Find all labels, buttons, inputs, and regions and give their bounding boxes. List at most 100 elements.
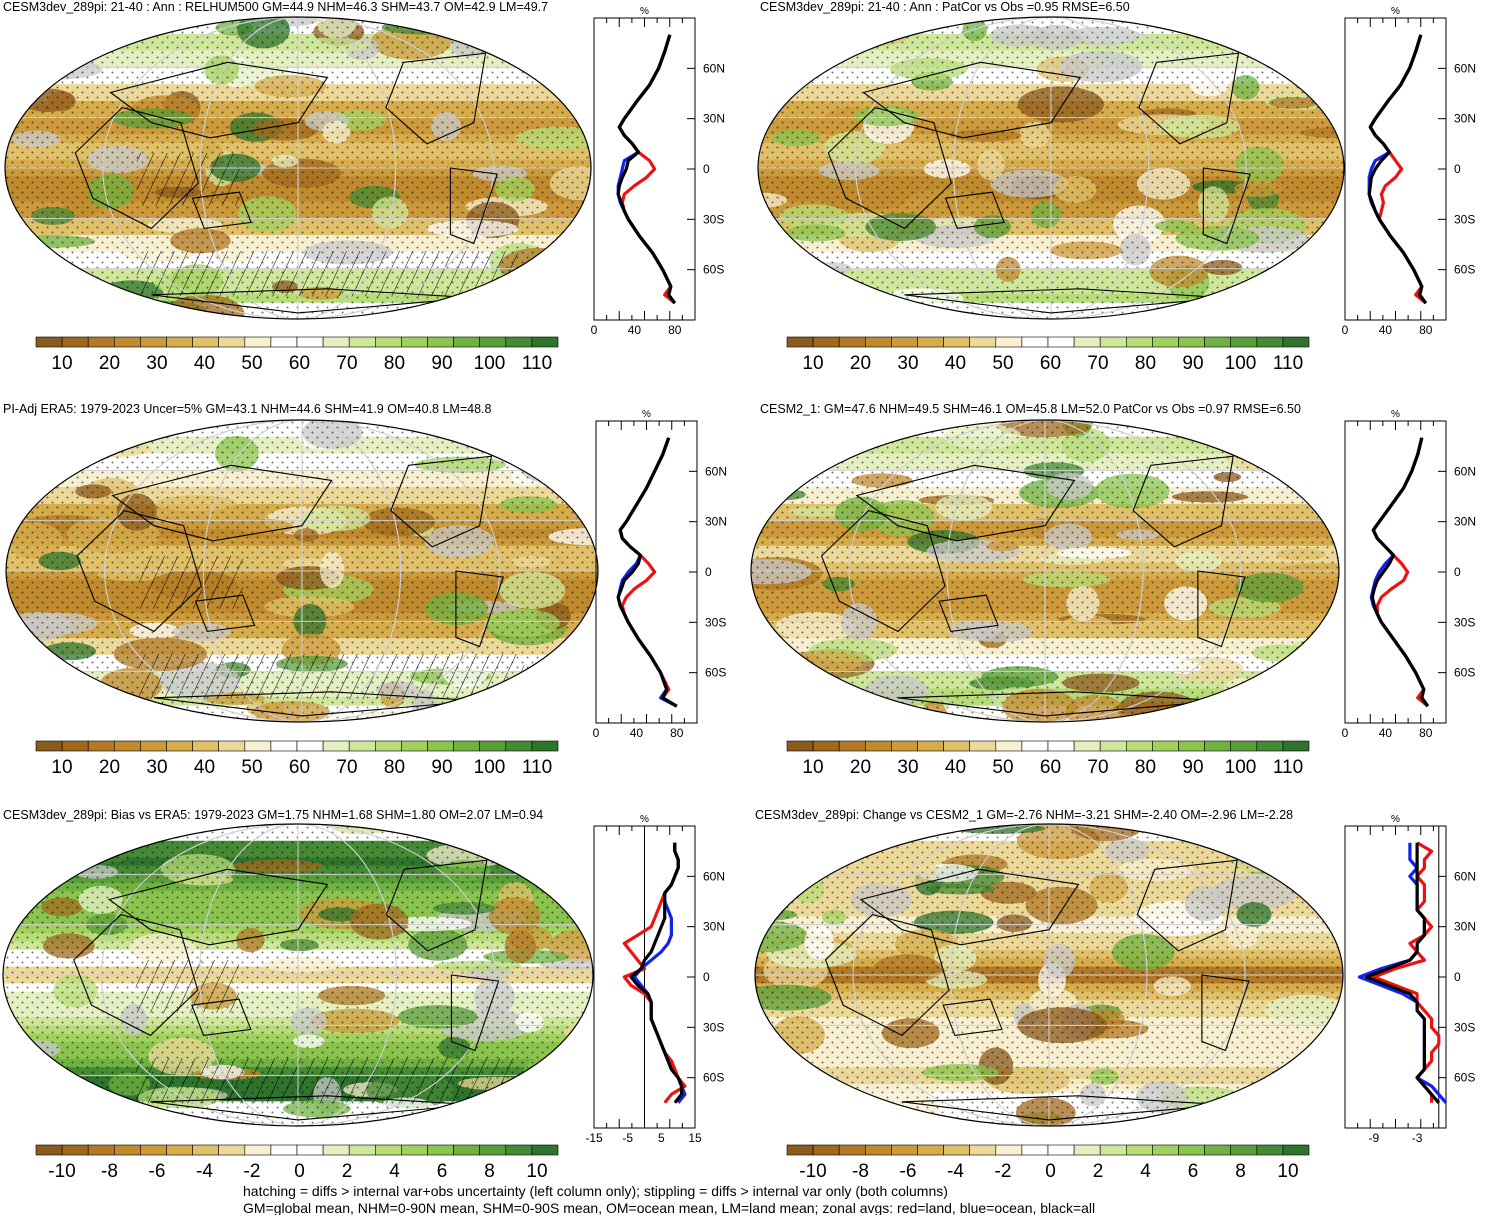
lat-tick-label: 30S [703, 212, 724, 226]
colorbar-tick-label: 110 [522, 353, 552, 374]
zonal-xtick-label: 15 [688, 1131, 702, 1145]
hatching [139, 654, 524, 699]
colorbar-tick-label: -2 [244, 1161, 261, 1182]
zonal-unit: % [640, 6, 649, 17]
map-2 [6, 415, 636, 733]
map-blob [573, 1085, 606, 1115]
lat-tick-label: 30S [1454, 615, 1475, 629]
zonal-unit: % [1391, 6, 1400, 17]
lat-tick-label: 60S [703, 1071, 724, 1085]
lat-tick-label: 60S [1454, 263, 1475, 277]
colorbar-swatch [1152, 741, 1178, 751]
zonal-line-ocean [1371, 438, 1428, 706]
colorbar-tick-label: 70 [1087, 353, 1108, 374]
colorbar-swatch [36, 337, 62, 347]
zonal-xtick-label: 40 [628, 323, 642, 337]
colorbar-swatch [297, 741, 323, 751]
colorbar-swatch [1022, 1145, 1048, 1155]
colorbar-tick-label: 10 [526, 1161, 547, 1182]
lat-tick-label: 30S [703, 1020, 724, 1034]
colorbar-tick-label: 2 [342, 1161, 353, 1182]
colorbar-swatch [1126, 741, 1152, 751]
map-blob [792, 292, 866, 315]
colorbar-swatch [245, 741, 271, 751]
colorbar-swatch [506, 1145, 532, 1155]
colorbar-swatch [787, 337, 813, 347]
colorbar-tick-label: -6 [900, 1161, 917, 1182]
colorbar-swatch [480, 741, 506, 751]
hatching [139, 556, 243, 609]
colorbar-swatch [996, 741, 1022, 751]
colorbar-swatch [1179, 741, 1205, 751]
colorbar-swatch [918, 741, 944, 751]
colorbar-swatch [88, 337, 114, 347]
colorbar-swatch [1283, 741, 1309, 751]
map-blob [36, 673, 98, 697]
zonal-unit: % [1391, 814, 1400, 825]
colorbar-tick-label: 10 [1277, 1161, 1298, 1182]
colorbar-swatch [1257, 741, 1283, 751]
zonal-xtick-label: 0 [1342, 726, 1349, 740]
colorbar-tick-label: 90 [431, 353, 452, 374]
colorbar-tick-label: 60 [1040, 757, 1061, 778]
colorbar-swatch [401, 741, 427, 751]
colorbar-tick-label: 50 [241, 353, 262, 374]
colorbar-swatch [1022, 741, 1048, 751]
map-blob [486, 420, 569, 441]
colorbar-tick-label: 60 [289, 757, 310, 778]
colorbar-swatch [219, 1145, 245, 1155]
map-blob [0, 290, 59, 312]
colorbar-swatch [1100, 741, 1126, 751]
lat-tick-label: 60N [1454, 61, 1476, 75]
lat-tick-label: 60N [1454, 464, 1476, 478]
colorbar-tick-label: 110 [1273, 757, 1303, 778]
colorbar-swatch [36, 1145, 62, 1155]
colorbar-swatch [454, 1145, 480, 1155]
zonal-line-ocean [634, 843, 685, 1103]
colorbar-swatch [193, 741, 219, 751]
colorbar-swatch [787, 741, 813, 751]
colorbar-tick-label: -4 [947, 1161, 964, 1182]
map-blob [85, 690, 130, 725]
map-blob [579, 437, 606, 454]
panel-bias-vs-era5: CESM3dev_289pi: Bias vs ERA5: 1979-2023 … [3, 808, 725, 1182]
colorbar-swatch [428, 337, 454, 347]
map-blob [501, 834, 589, 849]
colorbar-tick-label: -8 [101, 1161, 118, 1182]
map-blob [541, 865, 582, 879]
colorbar-swatch [1126, 337, 1152, 347]
lat-tick-label: 0 [705, 565, 712, 579]
lat-tick-label: 30N [1454, 112, 1476, 126]
map-blob [6, 710, 46, 734]
lat-tick-label: 60N [703, 61, 725, 75]
colorbar-swatch [1074, 1145, 1100, 1155]
colorbar-tick-label: 110 [1273, 353, 1303, 374]
colorbar-swatch [323, 1145, 349, 1155]
footer-line-1: hatching = diffs > internal var+obs unce… [243, 1183, 948, 1199]
colorbar-swatch [891, 337, 917, 347]
zonal-frame [594, 18, 695, 320]
colorbar-swatch [787, 1145, 813, 1155]
zonal-line-ocean [1359, 843, 1446, 1103]
map-blob [48, 298, 97, 310]
zonal-line-land [624, 843, 685, 1103]
zonal-xtick-label: 80 [668, 323, 682, 337]
lat-tick-label: 0 [703, 970, 710, 984]
colorbar-tick-label: 20 [850, 353, 871, 374]
colorbar-swatch [839, 337, 865, 347]
map-blob [755, 460, 794, 470]
colorbar-swatch [62, 337, 88, 347]
colorbar-swatch [88, 1145, 114, 1155]
colorbar-tick-label: -10 [48, 1161, 75, 1182]
colorbar-tick-label: 100 [1225, 353, 1257, 374]
lat-tick-label: 60N [705, 464, 727, 478]
colorbar-swatch [219, 337, 245, 347]
lat-tick-label: 0 [1454, 565, 1461, 579]
colorbar-swatch [1074, 337, 1100, 347]
colorbar-swatch [506, 337, 532, 347]
